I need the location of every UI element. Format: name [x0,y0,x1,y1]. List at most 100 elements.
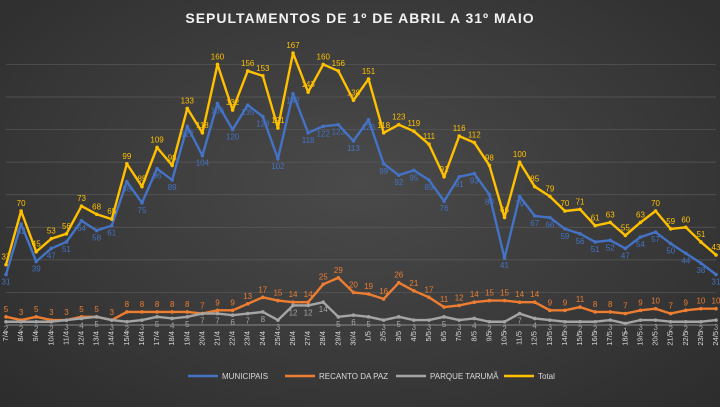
data-point [502,319,507,324]
data-label: 3 [64,323,69,332]
data-point [578,207,582,212]
data-point [321,62,326,67]
x-tick-label: 23/4 [243,331,252,346]
data-point [623,321,628,326]
data-point [79,218,84,223]
data-label: 12 [455,293,464,302]
data-label: 119 [407,119,420,128]
data-point [94,315,99,319]
data-point [548,318,552,322]
data-label: 133 [181,96,195,105]
data-label: 14 [289,290,298,299]
data-label: 167 [286,41,300,50]
data-label: 71 [576,197,585,206]
data-label: 37 [2,253,11,262]
data-label: 76 [440,204,449,213]
x-tick-label: 29/4 [333,331,342,346]
data-point [276,298,280,303]
data-label: 126 [362,123,376,132]
data-label: 128 [256,120,270,129]
x-tick-label: 2/5 [379,331,388,341]
data-point [34,315,39,319]
data-point [140,184,144,189]
x-tick-label: 20/4 [197,331,206,346]
data-point [291,91,295,96]
data-point [261,310,265,314]
data-label: 6 [230,318,235,327]
data-point [64,318,69,322]
data-label: 14 [319,305,328,314]
data-point [381,297,386,301]
data-label: 8 [185,300,190,309]
data-label: 51 [62,245,71,254]
x-tick-label: 10/5 [499,331,508,346]
data-label: 10 [651,297,660,306]
data-label: 5 [94,305,99,314]
data-point [79,204,84,208]
x-tick-label: 14/5 [560,331,569,346]
data-point [442,305,446,309]
data-point [185,315,190,319]
data-point [291,303,295,308]
x-tick-label: 11/5 [515,331,524,345]
data-label: 25 [319,272,328,281]
data-label: 44 [681,256,690,265]
data-point [381,161,386,166]
data-label: 142 [286,97,300,106]
data-label: 85 [138,175,147,184]
data-label: 55 [621,223,630,232]
data-point [683,319,688,324]
data-label: 2 [125,325,130,334]
series-line [4,51,717,266]
data-label: 2 [4,325,9,334]
data-point [517,311,522,316]
data-point [699,261,703,265]
x-tick-label: 22/5 [681,331,690,346]
data-label: 3 [140,323,145,332]
data-label: 153 [256,64,270,73]
data-label: 4 [532,321,537,330]
data-point [276,157,280,161]
x-tick-label: 4/5 [409,331,418,341]
data-label: 138 [347,88,361,97]
data-label: 54 [636,240,645,249]
series-lines [4,51,718,326]
data-point [215,311,220,316]
data-point [563,319,567,324]
data-point [396,173,401,177]
data-label: 3 [457,323,462,332]
data-label: 132 [226,98,240,107]
data-label: 62 [17,227,26,236]
x-tick-label: 21/4 [212,331,221,346]
data-label: 20 [349,280,358,289]
data-label: 3 [608,323,613,332]
data-label: 99 [122,152,131,161]
data-label: 1 [623,326,628,335]
data-point [49,246,54,251]
data-label: 109 [150,135,164,144]
data-label: 67 [530,219,539,228]
data-label: 3 [548,323,553,332]
data-point [291,51,295,55]
data-point [563,308,567,313]
data-point [457,303,461,308]
data-label: 13 [243,292,252,301]
data-point [714,253,718,257]
data-label: 3 [412,323,417,332]
x-tick-label: 13/5 [545,331,554,346]
data-label: 118 [302,136,315,145]
data-point [457,134,461,138]
data-point [245,69,250,73]
data-label: 66 [545,221,554,230]
data-point [653,230,658,234]
data-label: 118 [377,121,390,130]
data-label: 160 [211,52,225,61]
data-point [4,262,8,267]
data-point [351,98,356,103]
series-line [4,92,717,276]
data-label: 100 [513,150,527,159]
data-label: 16 [379,287,388,296]
data-point [563,209,567,213]
data-point [653,318,658,322]
data-label: 64 [77,224,86,233]
